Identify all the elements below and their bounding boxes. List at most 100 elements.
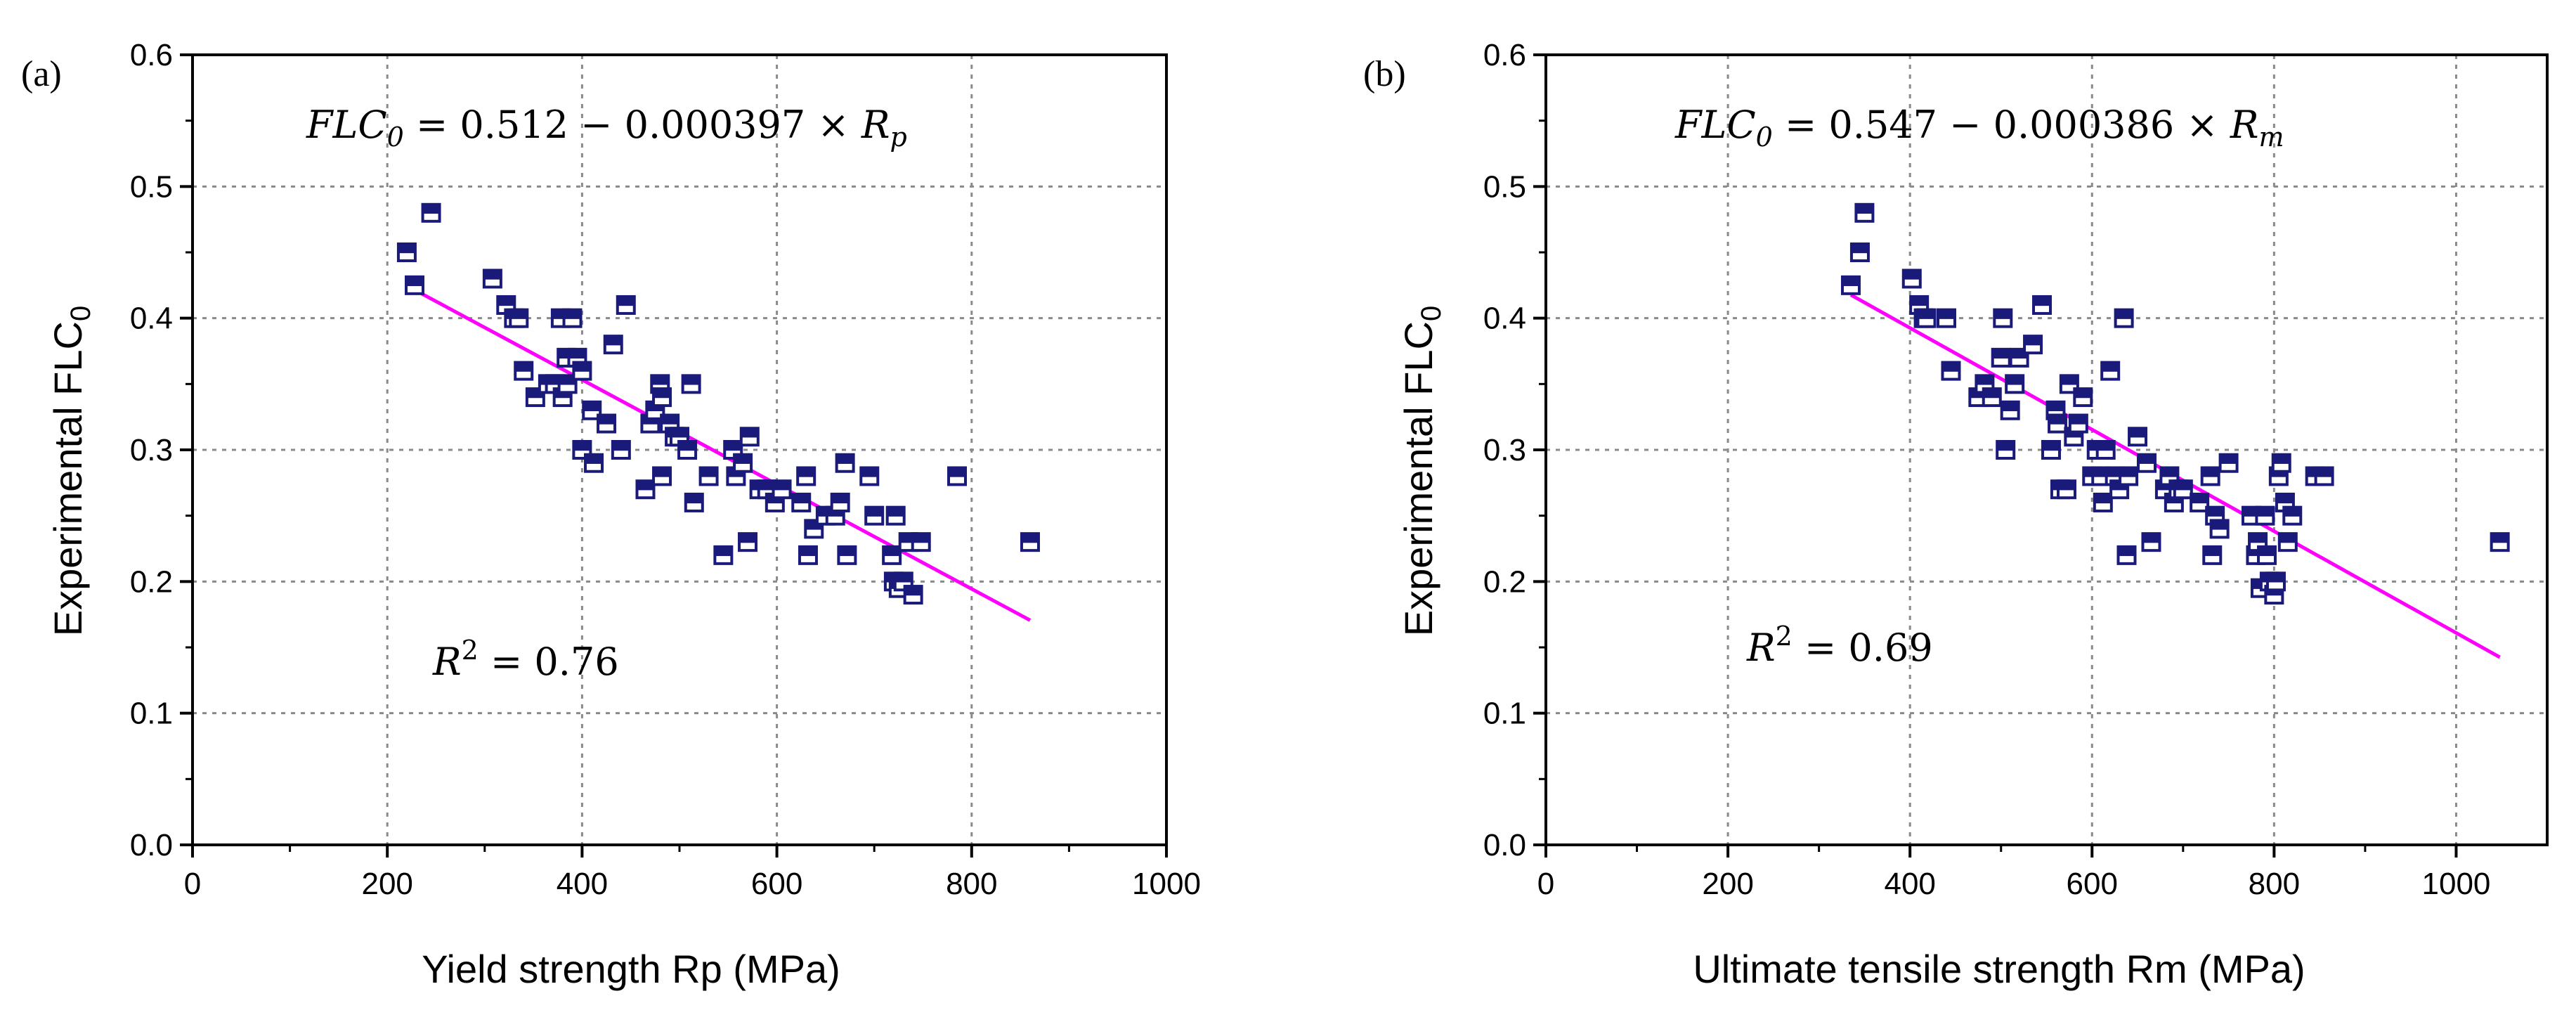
panel-b-y-tick-label: 0.1: [1483, 697, 1526, 731]
panel-a-data-point: [947, 466, 968, 486]
panel-b-r2-exponent: 2: [1776, 621, 1793, 652]
panel-a-y-tick-label: 0.6: [130, 38, 173, 72]
panel-a-y-axis-title-sub: 0: [65, 306, 96, 321]
panel-a-eq-lhs-sub: 0: [387, 122, 404, 153]
panel-b-data-point: [1993, 308, 2013, 328]
panel-b-data-point: [2190, 492, 2210, 512]
panel-a-data-point: [584, 453, 604, 473]
panel-b-data-point: [2114, 308, 2134, 328]
panel-a-data-point: [611, 440, 631, 460]
panel-a-chart: (a) 0.00.10.20.30.40.50.60 200 400 600 800 10…: [21, 38, 1201, 991]
panel-a-x-tick-label: 200: [361, 867, 412, 901]
panel-a-data-point: [911, 532, 931, 552]
panel-b-data-point: [2100, 361, 2121, 381]
panel-b-data-point: [2209, 519, 2230, 539]
panel-a-data-point: [597, 413, 617, 434]
panel-b-data-point: [2141, 532, 2161, 552]
panel-b-data-point: [2137, 453, 2157, 473]
panel-b-data-points: [1840, 202, 2510, 605]
panel-b-data-point: [2048, 413, 2068, 434]
panel-b-data-point: [1840, 275, 1861, 295]
panel-a-data-point: [1020, 532, 1040, 552]
panel-a-data-points: [396, 202, 1040, 605]
panel-b-y-tick-label: 0.0: [1483, 828, 1526, 862]
panel-a-data-point: [864, 505, 885, 526]
panel-b-r2-value: = 0.69: [1793, 626, 1933, 670]
panel-a-x-tick-label: 800: [946, 867, 997, 901]
panel-b-y-tick-label: 0.2: [1483, 564, 1526, 599]
panel-b-y-tick-label: 0.4: [1483, 302, 1526, 336]
panel-a-data-point: [733, 453, 753, 473]
panel-a-data-point: [885, 505, 906, 526]
panel-b-data-point: [2057, 479, 2076, 500]
panel-b-x-tick-label: 800: [2249, 867, 2300, 901]
panel-b-data-point: [2128, 427, 2148, 447]
panel-b-y-axis-title-main: Experimental FLC: [1396, 321, 1440, 636]
panel-b-data-point: [2000, 400, 2020, 420]
panel-b-y-tick-label: 0.3: [1483, 433, 1526, 467]
panel-b-data-point: [2200, 466, 2220, 486]
panel-a-data-point: [684, 492, 704, 512]
panel-b-data-point: [2059, 374, 2079, 394]
panel-a-data-point: [681, 374, 701, 394]
panel-a-data-point: [798, 545, 818, 565]
panel-b-x-tick-label: 0: [1537, 867, 1554, 901]
panel-b-x-tick-label: 600: [2067, 867, 2118, 901]
panel-b-x-tick-label: 1000: [2422, 867, 2491, 901]
panel-b-y-tick-label: 0.5: [1483, 169, 1526, 204]
panel-a-data-point: [859, 466, 880, 486]
panel-a-data-point: [713, 545, 734, 565]
panel-a-x-axis-title: Yield strength Rp (MPa): [422, 947, 840, 991]
panel-b-regression-equation: FLC0 = 0.547 − 0.000386 × Rm: [1674, 103, 2284, 153]
panel-b-data-point: [1937, 308, 1956, 328]
panel-a-label: (a): [21, 54, 62, 94]
panel-a-data-point: [791, 492, 812, 512]
panel-b-x-axis-title: Ultimate tensile strength Rm (MPa): [1693, 947, 2305, 991]
panel-b-eq-rhs-sub: m: [2259, 122, 2284, 153]
panel-a-data-point: [903, 585, 923, 605]
panel-b-data-point: [2265, 571, 2286, 592]
panel-b-chart: (b) 0.00.10.20.30.40.50.60 200 400 600 800 10…: [1363, 38, 2549, 991]
panel-b-y-axis-title-sub: 0: [1416, 306, 1447, 321]
panel-a-y-tick-label: 0.5: [130, 169, 173, 204]
panel-b-data-point: [1996, 440, 2016, 460]
panel-a-fit-line: [413, 288, 1032, 622]
panel-b-data-point: [2257, 545, 2277, 565]
panel-b-data-point: [2032, 295, 2053, 315]
panel-a-data-point: [882, 545, 902, 565]
panel-a-eq-lhs: FLC: [306, 103, 387, 147]
panel-a-data-point: [562, 308, 583, 328]
panel-a-y-tick-label: 0.2: [130, 564, 173, 599]
panel-a-r-squared: R2 = 0.76: [432, 635, 619, 684]
panel-b-data-point: [2095, 440, 2116, 460]
panel-a-x-tick-label: 0: [184, 867, 201, 901]
panel-a-eq-middle: = 0.512 − 0.000397 ×: [404, 103, 861, 147]
panel-a-data-point: [396, 242, 417, 262]
panel-b-eq-lhs: FLC: [1674, 103, 1756, 147]
panel-a-y-axis-title: Experimental FLC0: [46, 306, 96, 636]
panel-a-data-point: [635, 479, 656, 500]
panel-a-data-point: [670, 427, 689, 447]
panel-a-y-tick-label: 0.3: [130, 433, 173, 467]
panel-a-data-point: [421, 202, 441, 223]
panel-b-y-axis-title: Experimental FLC0: [1396, 306, 1447, 636]
panel-a-data-point: [772, 479, 792, 500]
panel-a-data-point: [482, 269, 502, 289]
panel-a-data-point: [677, 440, 698, 460]
panel-a-x-tick-label: 400: [557, 867, 608, 901]
panel-b-data-point: [1849, 242, 1870, 262]
panel-b-data-point: [1916, 308, 1937, 328]
panel-b-data-point: [2271, 453, 2291, 473]
panel-b-data-point: [2275, 492, 2295, 512]
panel-b-data-point: [1901, 269, 1922, 289]
panel-a-data-point: [603, 335, 623, 355]
panel-a-data-point: [405, 275, 425, 295]
panel-a-x-tick-label: 600: [751, 867, 802, 901]
panel-b-data-point: [2041, 440, 2061, 460]
panel-b-r-squared: R2 = 0.69: [1746, 621, 1933, 670]
panel-b-data-point: [2282, 505, 2303, 526]
panel-b-data-point: [1854, 202, 1875, 223]
panel-a-data-point: [514, 361, 534, 381]
panel-a-data-point: [739, 427, 760, 447]
panel-a-r2-value: = 0.76: [479, 640, 619, 684]
